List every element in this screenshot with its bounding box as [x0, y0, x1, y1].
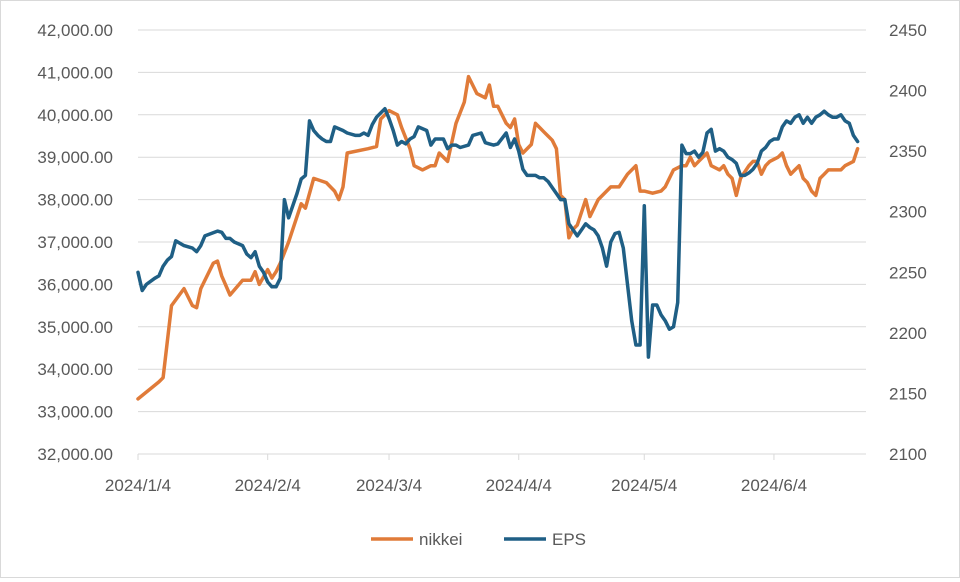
y-tick-label: 39,000.00 — [37, 148, 113, 167]
x-axis: 2024/1/4 2024/2/4 2024/3/4 2024/4/4 2024/5/4… — [105, 454, 807, 495]
y-tick-label: 33,000.00 — [37, 403, 113, 422]
x-tick-label: 2024/4/4 — [486, 476, 552, 495]
y2-tick-label: 2150 — [889, 384, 927, 403]
y-tick-label: 38,000.00 — [37, 191, 113, 210]
y2-tick-label: 2350 — [889, 142, 927, 161]
y-axis-right: 2100 2150 2200 2250 2300 2350 2400 2450 — [889, 21, 927, 464]
y-tick-label: 41,000.00 — [37, 63, 113, 82]
y2-tick-label: 2400 — [889, 82, 927, 101]
series-line-nikkei — [136, 74, 860, 401]
y-tick-label: 42,000.00 — [37, 21, 113, 40]
y2-tick-label: 2450 — [889, 21, 927, 40]
legend-item-nikkei: nikkei — [371, 530, 462, 549]
x-tick-label: 2024/2/4 — [235, 476, 301, 495]
plot-area — [136, 74, 860, 401]
x-tick-label: 2024/6/4 — [741, 476, 807, 495]
y2-tick-label: 2100 — [889, 445, 927, 464]
x-tick-label: 2024/5/4 — [611, 476, 677, 495]
y-tick-label: 40,000.00 — [37, 106, 113, 125]
y-tick-label: 32,000.00 — [37, 445, 113, 464]
series-line-eps — [136, 106, 860, 359]
legend-label: EPS — [552, 530, 586, 549]
y-tick-label: 37,000.00 — [37, 233, 113, 252]
y-tick-label: 36,000.00 — [37, 275, 113, 294]
x-tick-label: 2024/1/4 — [105, 476, 171, 495]
gridlines — [138, 29, 866, 413]
y-tick-label: 35,000.00 — [37, 318, 113, 337]
y-tick-label: 34,000.00 — [37, 360, 113, 379]
x-tick-label: 2024/3/4 — [356, 476, 422, 495]
legend-label: nikkei — [419, 530, 462, 549]
y-axis-left: 32,000.00 33,000.00 34,000.00 35,000.00 36,0… — [37, 21, 113, 464]
y2-tick-label: 2200 — [889, 324, 927, 343]
legend-item-eps: EPS — [504, 530, 586, 549]
y2-tick-label: 2250 — [889, 263, 927, 282]
y2-tick-label: 2300 — [889, 203, 927, 222]
legend: nikkei EPS — [371, 530, 586, 549]
